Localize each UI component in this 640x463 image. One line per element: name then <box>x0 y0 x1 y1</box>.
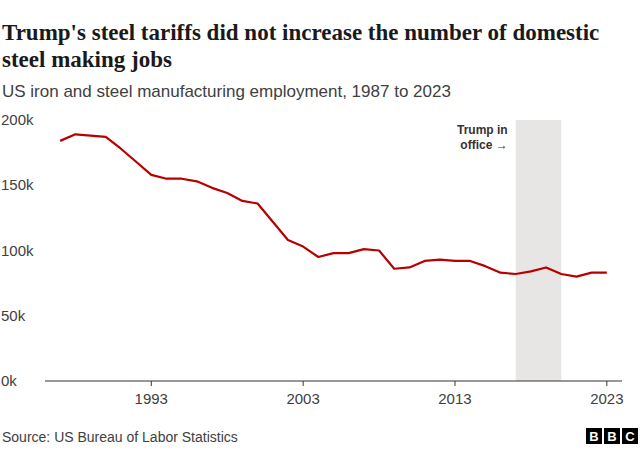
y-tick-label: 150k <box>1 176 34 193</box>
plot-area <box>60 120 607 381</box>
x-tick-label: 2013 <box>438 390 471 407</box>
logo-letter: B <box>589 429 598 444</box>
chart: Trump's steel tariffs did not increase t… <box>0 0 640 463</box>
x-tick <box>151 381 152 386</box>
y-tick-label: 50k <box>1 307 26 324</box>
annotation: Trump in <box>457 123 508 137</box>
logo-letter: B <box>607 429 616 444</box>
data-line <box>60 134 607 276</box>
x-tick-label: 1993 <box>135 390 168 407</box>
title: Trump's steel tariffs did not increase t… <box>2 20 599 72</box>
logo-box <box>604 428 620 444</box>
x-tick <box>454 381 455 386</box>
shaded-period <box>516 120 562 381</box>
x-tick-label: 2023 <box>590 390 623 407</box>
logo-box <box>622 428 638 444</box>
y-tick-label: 100k <box>1 242 34 259</box>
logo: BBC <box>586 428 638 444</box>
x-axis-line <box>45 381 622 382</box>
x-tick <box>606 381 607 386</box>
logo-letter: C <box>625 429 635 444</box>
x-tick-label: 2003 <box>286 390 319 407</box>
annotation: office → <box>460 138 507 152</box>
source: Source: US Bureau of Labor Statistics <box>2 429 238 445</box>
logo-box <box>586 428 602 444</box>
y-tick-label: 0k <box>1 372 17 389</box>
y-tick-label: 200k <box>1 111 34 128</box>
subtitle: US iron and steel manufacturing employme… <box>2 82 451 101</box>
x-tick <box>303 381 304 386</box>
